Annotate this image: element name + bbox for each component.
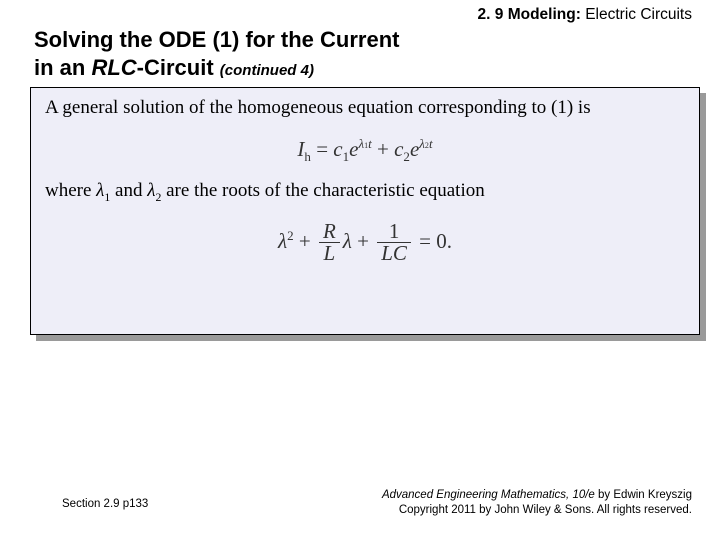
section-label-strong: Modeling: — [508, 6, 581, 23]
title-line2-em: RLC — [91, 55, 136, 80]
para2-a: where — [45, 180, 96, 201]
footer-right: Advanced Engineering Mathematics, 10/e b… — [382, 488, 692, 518]
eq2-plus1: + — [294, 229, 316, 253]
title-line-2: in an RLC-Circuit (continued 4) — [34, 54, 720, 82]
eq2-one: 1 — [377, 221, 411, 242]
eq1-plus: + — [372, 137, 394, 161]
eq2-LC: LC — [377, 242, 411, 264]
title-line2-b: -Circuit — [137, 55, 220, 80]
eq1-e2: e — [410, 137, 419, 161]
equation-1: Ih = c1eλ1t + c2eλ2t — [45, 136, 685, 165]
paragraph-2: where λ1 and λ2 are the roots of the cha… — [45, 179, 685, 206]
title-line2-a: in an — [34, 55, 91, 80]
footer-book-title: Advanced Engineering Mathematics, 10/e — [382, 489, 595, 501]
paragraph-1: A general solution of the homogeneous eq… — [45, 96, 685, 120]
para2-b: and — [110, 180, 147, 201]
title-continued: (continued 4) — [220, 62, 314, 79]
footer-left: Section 2.9 p133 — [62, 498, 148, 510]
section-header: 2. 9 Modeling: Electric Circuits — [0, 0, 720, 26]
eq2-R: R — [319, 221, 340, 242]
eq2-lam: λ — [278, 229, 287, 253]
content-container: A general solution of the homogeneous eq… — [30, 87, 700, 335]
slide-title: Solving the ODE (1) for the Current in a… — [0, 26, 720, 87]
section-label-rest: Electric Circuits — [581, 6, 692, 23]
eq1-c1: c — [333, 137, 342, 161]
footer-author: by Edwin Kreyszig — [595, 489, 692, 501]
para2-c: are the roots of the characteristic equa… — [161, 180, 484, 201]
section-number: 2. 9 — [478, 6, 504, 23]
title-line-1: Solving the ODE (1) for the Current — [34, 26, 720, 54]
eq2-eq0: = 0. — [414, 229, 452, 253]
eq2-L: L — [319, 242, 340, 264]
eq2-lam-b: λ — [343, 229, 352, 253]
footer-right-line1: Advanced Engineering Mathematics, 10/e b… — [382, 488, 692, 503]
footer-right-line2: Copyright 2011 by John Wiley & Sons. All… — [382, 503, 692, 518]
eq1-t2: t — [429, 136, 433, 151]
eq1-equals: = — [311, 137, 333, 161]
equation-2: λ2 + RLλ + 1LC = 0. — [45, 221, 685, 264]
eq2-plus2: + — [352, 229, 374, 253]
content-box: A general solution of the homogeneous eq… — [30, 87, 700, 335]
